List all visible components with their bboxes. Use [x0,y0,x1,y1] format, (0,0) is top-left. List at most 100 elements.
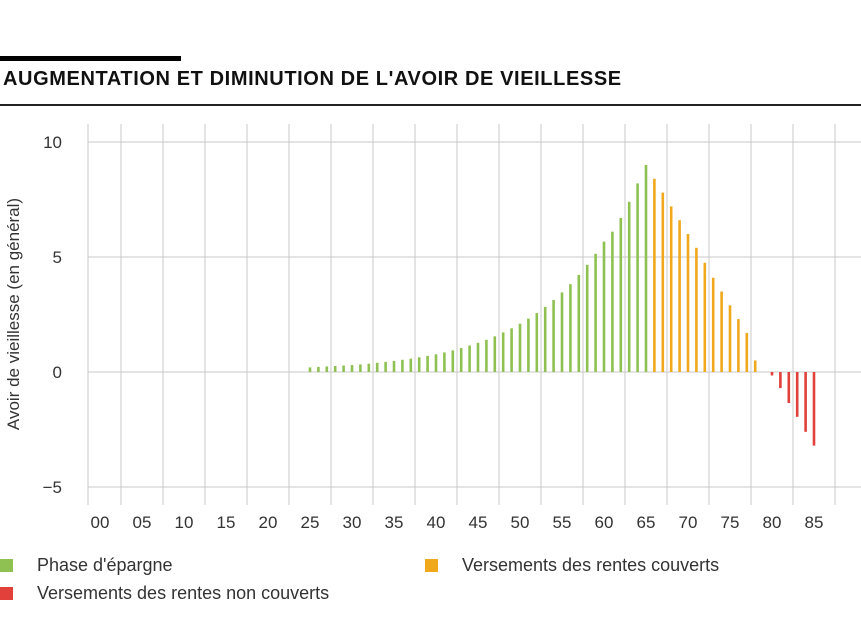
bar-savings [577,274,581,372]
x-tick-label: 60 [595,513,614,532]
x-tick-label: 05 [133,513,152,532]
legend-item-uncovered: Versements des rentes non couverts [0,583,329,604]
x-tick-label: 45 [469,513,488,532]
bar-covered [737,319,740,372]
bar-savings [560,292,564,372]
chart-title: AUGMENTATION ET DIMINUTION DE L'AVOIR DE… [3,68,622,90]
bar-covered [653,178,656,372]
bar-covered [695,247,698,372]
bar-uncovered [787,372,791,404]
y-tick-label: 10 [43,133,62,152]
bar-savings [451,350,455,372]
bar-savings [543,306,547,372]
legend-swatch-covered [425,559,438,572]
bar-covered [720,291,723,372]
title-accent-bar [0,56,181,61]
x-tick-label: 25 [301,513,320,532]
bar-savings [308,367,312,372]
bar-savings [392,360,396,372]
bar-savings [384,361,387,372]
grid [87,124,861,505]
bar-savings [501,332,505,372]
bar-covered [728,305,732,372]
bar-covered [661,192,665,372]
bar-savings [350,365,354,372]
bar-covered [686,234,690,372]
bar-savings [493,336,497,372]
bar-savings [459,348,463,372]
x-tick-label: 40 [427,513,446,532]
bar-savings [342,365,345,372]
bar-savings [627,201,631,372]
bar-savings [552,300,555,372]
legend-label-savings: Phase d'épargne [37,555,173,575]
bar-savings [619,217,623,372]
x-tick-label: 15 [217,513,236,532]
bar-savings [367,363,371,372]
bar-covered [711,277,715,372]
bar-savings [527,318,530,372]
y-tick-label: −5 [43,478,62,497]
legend-label-uncovered: Versements des rentes non couverts [37,583,330,603]
bar-covered [745,332,749,372]
x-tick-label: 10 [175,513,194,532]
bar-savings [333,366,337,372]
bar-covered [669,206,673,372]
x-tick-label: 70 [679,513,698,532]
bar-savings [426,355,429,372]
legend-swatch-savings [0,559,13,572]
bar-uncovered [812,372,816,446]
x-axis: 00 05 10 15 20 25 30 35 40 45 50 55 60 65 70 75 80 85 [91,513,824,532]
bar-savings [468,345,471,372]
bar-savings [417,357,421,372]
x-tick-label: 85 [805,513,824,532]
bar-savings [585,264,589,372]
legend-label-covered: Versements des rentes couverts [462,555,720,575]
legend-item-covered: Versements des rentes couverts [425,555,719,576]
x-tick-label: 20 [259,513,278,532]
legend-item-savings: Phase d'épargne [0,555,173,576]
title-rule [0,104,861,106]
x-tick-label: 00 [91,513,110,532]
bar-savings [375,362,379,372]
bar-covered [678,220,681,372]
x-tick-label: 50 [511,513,530,532]
x-tick-label: 80 [763,513,782,532]
y-tick-label: 0 [53,363,62,382]
bar-covered [753,360,757,372]
bar-uncovered [779,372,782,389]
bar-savings [409,358,413,372]
bar-uncovered [770,372,774,376]
bar-savings [359,364,362,372]
bar-savings [510,328,513,372]
bar-savings [443,352,446,372]
y-tick-label: 5 [53,248,62,267]
x-tick-label: 35 [385,513,404,532]
bar-savings [476,342,480,372]
bar-savings [636,183,639,372]
x-tick-label: 55 [553,513,572,532]
bar-savings [434,354,438,372]
bar-savings [325,366,329,372]
x-tick-label: 65 [637,513,656,532]
y-axis-label: Avoir de vieillesse (en général) [4,198,23,430]
bar-savings [317,366,320,372]
x-tick-label: 30 [343,513,362,532]
bars [308,165,816,446]
y-axis: −5 0 5 10 [43,133,62,497]
bar-savings [602,241,606,372]
bar-savings [518,323,522,372]
bar-savings [611,231,614,372]
bar-savings [535,313,539,372]
bar-savings [401,359,404,372]
bar-covered [703,262,707,372]
bar-uncovered [804,372,807,432]
bar-uncovered [795,372,799,417]
bar-savings [485,339,488,372]
legend-swatch-uncovered [0,587,13,600]
bar-savings [594,253,597,372]
x-tick-label: 75 [721,513,740,532]
bar-savings [644,165,648,372]
bar-savings [569,284,572,372]
